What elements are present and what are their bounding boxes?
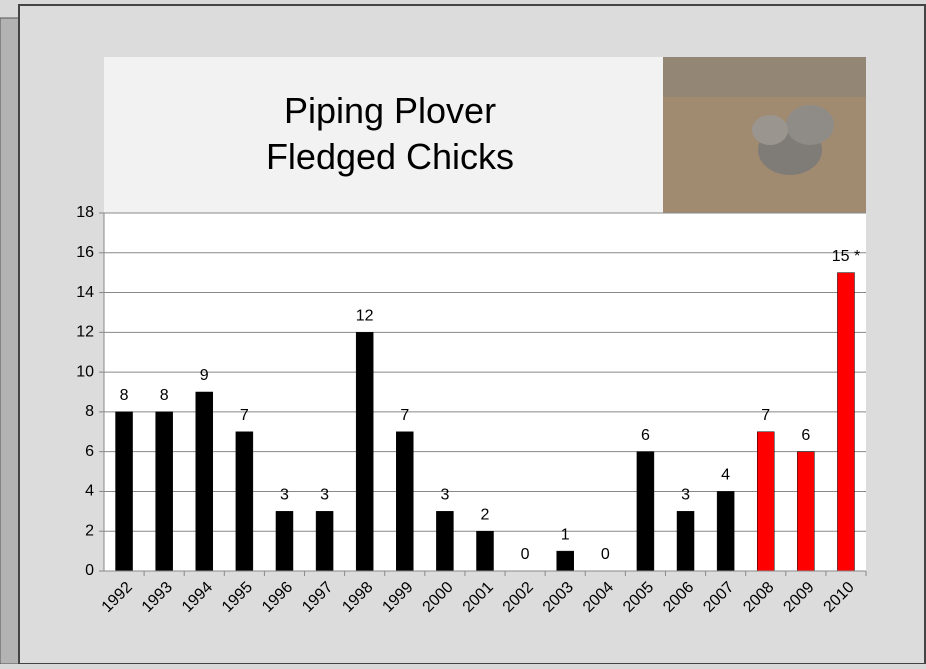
y-tick-label: 10 xyxy=(76,363,94,380)
bar xyxy=(315,511,334,572)
bar xyxy=(476,530,494,572)
bar xyxy=(396,431,414,572)
bar xyxy=(195,391,214,572)
bar xyxy=(676,511,695,572)
bar xyxy=(636,451,655,572)
data-label: 0 xyxy=(521,546,530,563)
data-label: 3 xyxy=(320,487,329,504)
bar xyxy=(797,451,815,572)
y-tick-label: 16 xyxy=(76,244,94,261)
y-tick-label: 2 xyxy=(85,522,94,539)
data-label: 12 xyxy=(356,308,374,325)
data-label: 2 xyxy=(481,506,490,523)
y-tick-label: 8 xyxy=(85,403,94,420)
data-label: 0 xyxy=(601,546,610,563)
data-label: 6 xyxy=(801,427,810,444)
data-label: 8 xyxy=(160,387,169,404)
bar xyxy=(235,431,254,572)
data-label: 3 xyxy=(280,487,289,504)
bar xyxy=(275,511,294,572)
plot-area xyxy=(104,213,866,571)
data-label: 3 xyxy=(440,487,449,504)
data-label: 6 xyxy=(641,427,650,444)
y-tick-label: 12 xyxy=(76,324,94,341)
bar xyxy=(716,491,735,572)
chart-title: Piping Plover Fledged Chicks xyxy=(266,90,514,177)
bar xyxy=(115,411,133,572)
bar xyxy=(837,272,855,572)
y-tick-label: 6 xyxy=(85,443,94,460)
data-label: 4 xyxy=(721,467,730,484)
bar xyxy=(556,550,574,572)
bar xyxy=(756,431,775,572)
side-strip xyxy=(0,17,21,665)
data-label: 1 xyxy=(561,526,570,543)
bar xyxy=(436,511,454,572)
data-label: 7 xyxy=(240,407,249,424)
y-tick-label: 0 xyxy=(85,562,94,579)
y-tick-label: 14 xyxy=(76,284,94,301)
photo xyxy=(663,57,866,213)
data-label: 3 xyxy=(681,487,690,504)
data-label: 7 xyxy=(761,407,770,424)
data-label: 9 xyxy=(200,367,209,384)
y-tick-label: 18 xyxy=(76,204,94,221)
bar xyxy=(155,411,173,572)
data-label: 7 xyxy=(400,407,409,424)
data-label: 8 xyxy=(120,387,129,404)
bar xyxy=(355,332,374,572)
data-label: 15 * xyxy=(832,248,860,265)
title-box xyxy=(104,57,664,213)
y-tick-label: 4 xyxy=(85,483,94,500)
